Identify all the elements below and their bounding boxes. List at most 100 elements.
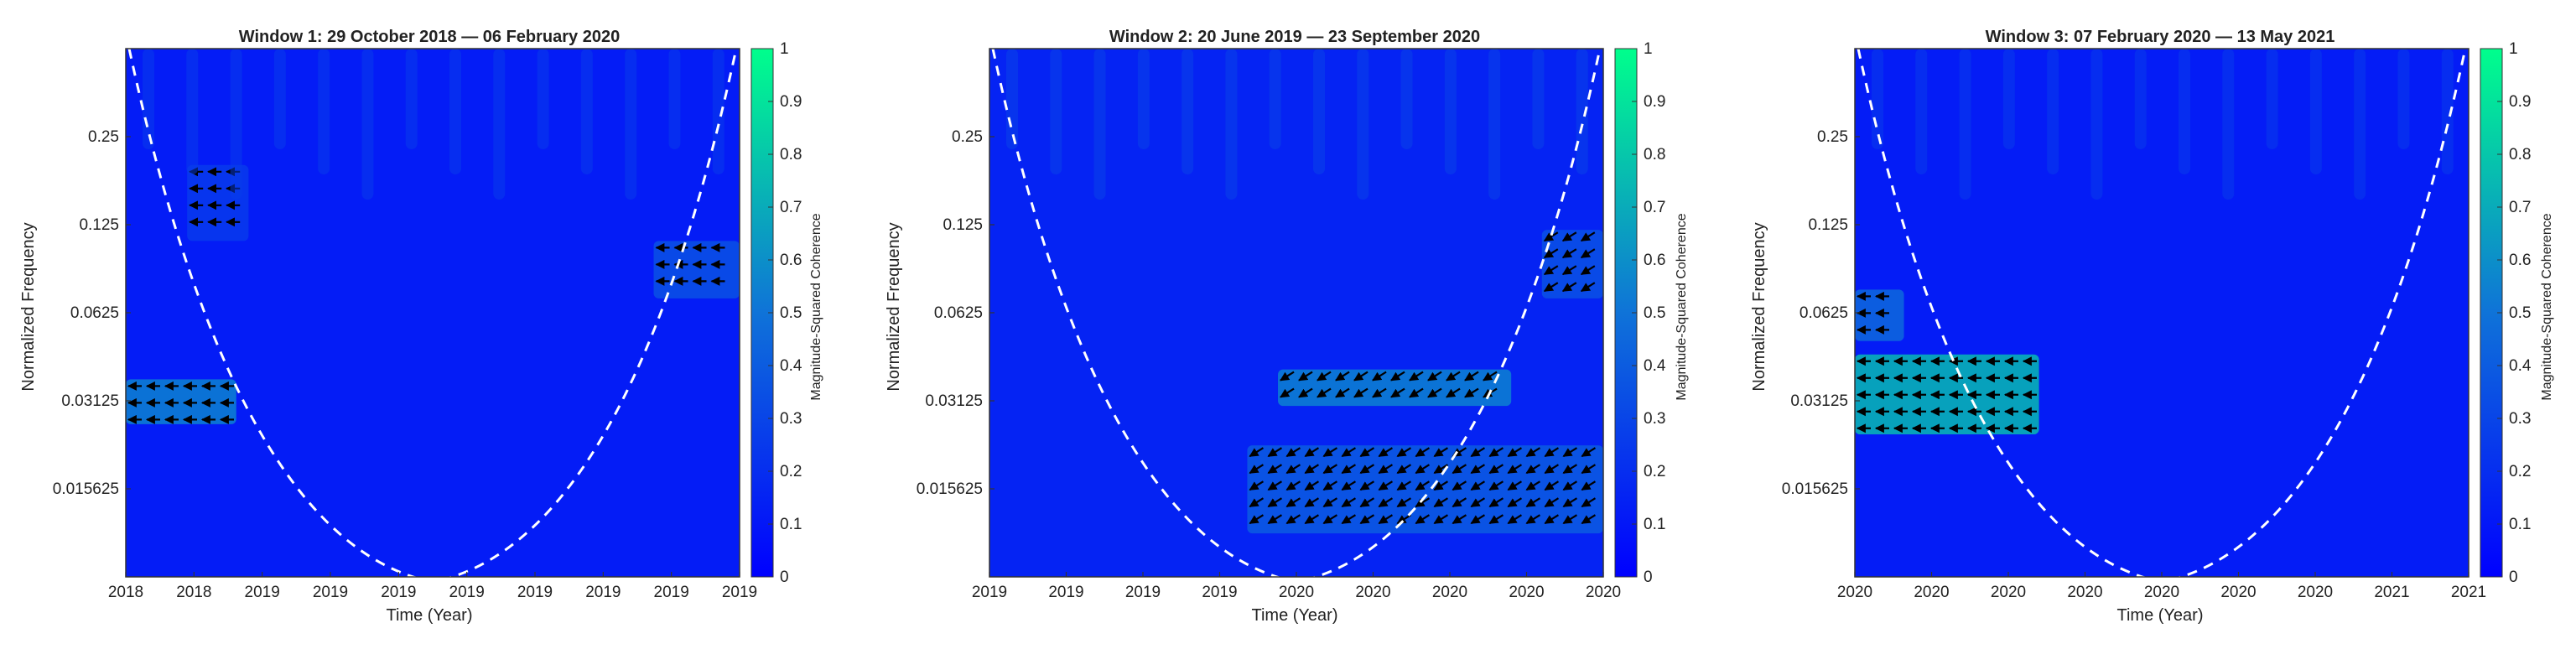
phase-arrow: [1280, 387, 1295, 398]
phase-arrow: [1433, 447, 1449, 458]
coherence-streak: [318, 49, 330, 174]
panel-2: Window 2: 20 June 2019 — 23 September 20…: [885, 28, 1689, 625]
coherence-streak: [1006, 49, 1018, 149]
phase-arrow: [1470, 464, 1486, 475]
x-tick-label: 2020: [2067, 584, 2102, 601]
phase-arrow: [1249, 497, 1265, 508]
phase-arrow: [1507, 480, 1523, 491]
y-ticks: 0.25 0.125 0.0625 0.03125 0.015625: [917, 128, 995, 498]
phase-arrow: [1580, 265, 1596, 276]
phase-arrow: [1507, 497, 1523, 508]
panel-1: Window 1: 29 October 2018 — 06 February …: [19, 28, 823, 625]
colorbar-tick-label: 0.9: [2509, 93, 2531, 111]
phase-arrow: [1544, 497, 1560, 508]
colorbar-tick-label: 0: [1644, 569, 1653, 586]
coherence-streak: [493, 49, 506, 200]
phase-arrow: [1285, 447, 1301, 458]
phase-arrow: [1452, 480, 1467, 491]
coherence-streak: [537, 49, 549, 149]
phase-arrow: [1409, 387, 1424, 398]
phase-arrow: [1353, 387, 1368, 398]
phase-arrow: [1415, 480, 1431, 491]
colorbar-tick-label: 0.6: [2509, 252, 2531, 269]
phase-arrow: [1562, 514, 1578, 525]
phase-arrow: [1488, 480, 1504, 491]
x-tick-label: 2020: [2220, 584, 2256, 601]
phase-arrow: [1561, 231, 1577, 242]
phase-arrow: [1433, 480, 1449, 491]
phase-arrow: [1544, 447, 1560, 458]
phase-arrow: [1525, 497, 1541, 508]
phase-arrow: [1285, 480, 1301, 491]
phase-arrow: [1488, 497, 1504, 508]
coherence-streak: [2047, 49, 2059, 174]
x-tick-label: 2020: [1586, 584, 1621, 601]
phase-arrow: [1544, 514, 1560, 525]
phase-arrow: [1488, 447, 1504, 458]
phase-arrow: [1267, 497, 1283, 508]
coherence-streak: [1576, 49, 1588, 174]
coherence-streak: [230, 49, 242, 200]
phase-arrow: [1464, 371, 1479, 382]
coherent-region: [1541, 230, 1603, 299]
colorbar-tick-label: 0.7: [1644, 199, 1665, 216]
phase-arrow: [1561, 282, 1577, 293]
y-tick-label: 0.03125: [61, 392, 119, 410]
x-tick-label: 2019: [585, 584, 621, 601]
phase-arrow: [1488, 514, 1504, 525]
coherence-streak: [580, 49, 593, 174]
coherence-streak: [1959, 49, 1971, 200]
phase-arrow: [1285, 514, 1301, 525]
phase-arrow: [1322, 514, 1338, 525]
colorbar-tick-label: 0.5: [780, 304, 802, 322]
x-tick-label: 2019: [654, 584, 689, 601]
phase-arrow: [1396, 447, 1412, 458]
phase-arrow: [1304, 497, 1320, 508]
coherence-streak: [2179, 49, 2190, 174]
phase-arrow: [1470, 447, 1486, 458]
coherence-streak: [1357, 49, 1369, 200]
colorbar-tick-label: 0.9: [1644, 93, 1665, 111]
colorbar-tick-label: 0.5: [1644, 304, 1665, 322]
phase-arrow: [1433, 464, 1449, 475]
colorbar-tick-label: 1: [2509, 40, 2518, 58]
colorbar-tick-label: 0.6: [1644, 252, 1665, 269]
colorbar-tick-label: 0.2: [1644, 463, 1665, 480]
phase-arrow: [1562, 447, 1578, 458]
coherence-streak: [1050, 49, 1062, 174]
colorbar-tick-label: 0.2: [2509, 463, 2531, 480]
coherent-region: [1855, 289, 1904, 341]
y-axis-label: Normalized Frequency: [885, 222, 903, 391]
y-tick-label: 0.125: [1808, 216, 1848, 234]
phase-arrow: [1267, 447, 1283, 458]
coherence-streak: [2002, 49, 2015, 149]
x-tick-label: 2020: [1509, 584, 1544, 601]
phase-arrow: [1580, 248, 1596, 259]
phase-arrow: [1470, 497, 1486, 508]
x-tick-label: 2019: [972, 584, 1007, 601]
coherence-streak: [186, 49, 199, 174]
phase-arrows: [1280, 371, 1498, 398]
colorbar-tick-label: 0.3: [2509, 410, 2531, 428]
x-tick-label: 2020: [1279, 584, 1314, 601]
phase-arrow: [1396, 497, 1412, 508]
coherence-streak: [361, 49, 374, 200]
coherence-streak: [712, 49, 724, 174]
phase-arrow: [1267, 514, 1283, 525]
phase-arrow: [1562, 497, 1578, 508]
phase-arrow: [1488, 464, 1504, 475]
coherent-region: [126, 379, 236, 424]
colorbar-gradient: [2480, 48, 2503, 578]
phase-arrow: [1378, 464, 1394, 475]
colorbar-label: Magnitude-Squared Coherence: [2540, 213, 2554, 400]
colorbar-tick-label: 0.6: [780, 252, 802, 269]
x-tick-label: 2020: [1837, 584, 1872, 601]
y-tick-label: 0.125: [943, 216, 983, 234]
x-axis-label: Time (Year): [387, 606, 473, 625]
colorbar-tick-label: 0.7: [780, 199, 802, 216]
y-tick-label: 0.0625: [1800, 304, 1848, 322]
phase-arrow: [1562, 480, 1578, 491]
colorbar-tick-label: 0.5: [2509, 304, 2531, 322]
phase-arrow: [1562, 464, 1578, 475]
coherence-streak: [2309, 49, 2322, 174]
